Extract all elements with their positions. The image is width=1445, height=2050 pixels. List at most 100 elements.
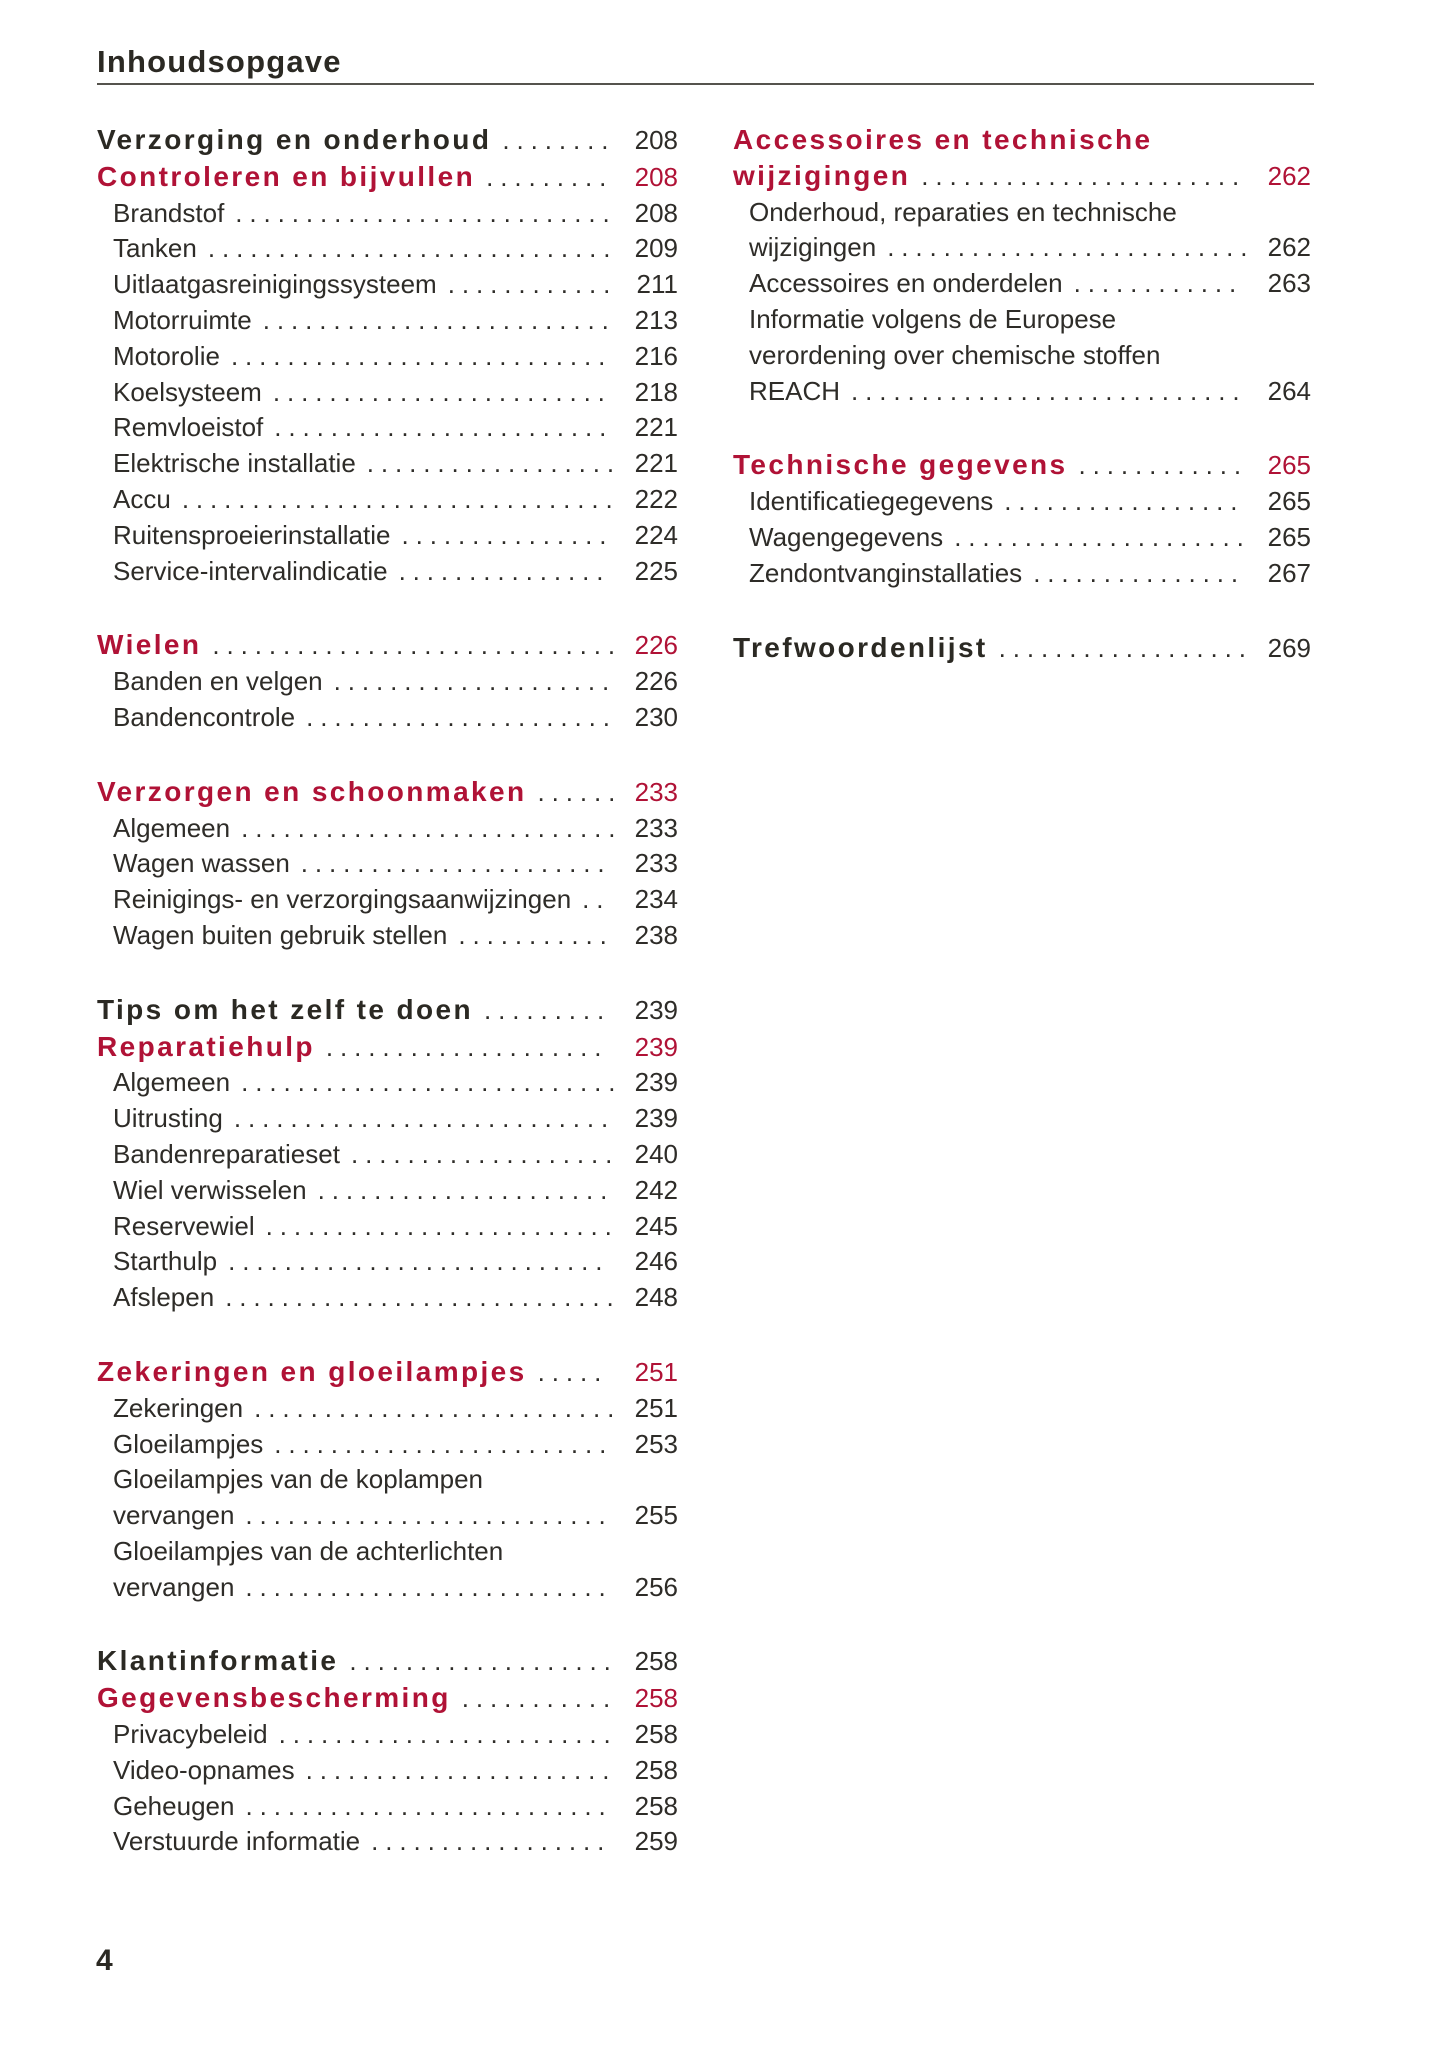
dot-leader: ........................ xyxy=(274,1428,614,1459)
toc-entry-label: Reservewiel xyxy=(113,1210,255,1241)
toc-entry-label: vervangen xyxy=(113,1571,235,1602)
toc-entry: Uitrusting........................... 239 xyxy=(97,1101,678,1137)
toc-entry-page: 221 xyxy=(634,448,678,479)
toc-entry-label: Elektrische installatie xyxy=(113,448,356,479)
toc-entry-page: 239 xyxy=(634,1067,678,1098)
toc-entry-page: 230 xyxy=(634,701,678,732)
toc-entry-label: Accessoires en technische xyxy=(733,124,1153,155)
dot-leader: ........................... xyxy=(230,340,613,371)
toc-entry: Banden en velgen.................... 226 xyxy=(97,664,678,700)
toc-entry-label: Ruitensproeierinstallatie xyxy=(113,519,391,550)
toc-entry: Zekeringen en gloeilampjes..... 251 xyxy=(97,1354,678,1391)
dot-leader: .................. xyxy=(998,632,1253,663)
toc-entry-page: 246 xyxy=(634,1246,678,1277)
toc-entry: Wagen buiten gebruik stellen........... 2… xyxy=(97,918,678,954)
toc-group: Verzorgen en schoonmaken...... 233 Algemee… xyxy=(97,774,678,954)
toc-entry-page: 245 xyxy=(634,1210,678,1241)
dot-leader: ........................... xyxy=(233,1103,616,1134)
toc-entry-label: REACH xyxy=(749,375,841,406)
toc-entry-label: Remvloeistof xyxy=(113,412,264,443)
toc-entry-page: 265 xyxy=(1267,521,1311,552)
toc-group: Accessoires en technische wijzigingen....… xyxy=(733,122,1311,409)
toc-entry-page: 242 xyxy=(634,1174,678,1205)
toc-entry: Gloeilampjes van de koplampen vervangen..… xyxy=(97,1462,678,1534)
dot-leader: ..................... xyxy=(317,1174,615,1205)
toc-entry-label: Afslepen xyxy=(113,1282,215,1313)
toc-entry-label: Uitrusting xyxy=(113,1103,223,1134)
toc-group: Klantinformatie................... 258 Geg… xyxy=(97,1643,678,1860)
toc-entry-label: Accessoires en onderdelen xyxy=(749,268,1063,299)
toc-entry-label: wijzigingen xyxy=(733,159,911,191)
toc-entry: Wagengegevens..................... 265 xyxy=(733,520,1311,556)
toc-entry-label: Video-opnames xyxy=(113,1754,295,1785)
toc-entry-label: Bandenreparatieset xyxy=(113,1138,340,1169)
toc-entry-page: 211 xyxy=(636,269,678,300)
toc-entry-label: Wagengegevens xyxy=(749,521,944,552)
toc-entry-page: 258 xyxy=(634,1683,678,1714)
toc-entry-page: 233 xyxy=(634,812,678,843)
toc-entry-page: 239 xyxy=(634,994,678,1025)
toc-entry-label: Verzorgen en schoonmaken xyxy=(97,775,527,807)
dot-leader: ............................. xyxy=(212,630,622,661)
toc-entry-label: Wielen xyxy=(97,629,202,661)
dot-leader: ............... xyxy=(398,555,611,586)
toc-entry-page: 262 xyxy=(1267,232,1311,263)
toc-entry-label: Brandstof xyxy=(113,197,225,228)
toc-entry-label: Gloeilampjes van de koplampen xyxy=(113,1464,483,1495)
toc-entry: Tanken............................. 209 xyxy=(97,231,678,267)
page-title: Inhoudsopgave xyxy=(97,44,342,79)
dot-leader: ...................... xyxy=(305,1754,617,1785)
toc-entry-page: 238 xyxy=(634,919,678,950)
dot-leader: .......................... xyxy=(245,1790,613,1821)
toc-entry: Gloeilampjes........................ 253 xyxy=(97,1427,678,1463)
toc-entry-label: Banden en velgen xyxy=(113,666,323,697)
toc-entry-label: Gegevensbescherming xyxy=(97,1682,451,1714)
toc-entry-page: 208 xyxy=(634,125,678,155)
toc-entry: Elektrische installatie.................… xyxy=(97,446,678,482)
toc-entry-page: 263 xyxy=(1267,268,1311,299)
toc-entry: Geheugen.......................... 258 xyxy=(97,1789,678,1825)
toc-entry: Video-opnames...................... 258 xyxy=(97,1753,678,1789)
toc-entry-page: 234 xyxy=(634,884,678,915)
toc-entry: Klantinformatie................... 258 xyxy=(97,1643,678,1680)
toc-entry-label: Starthulp xyxy=(113,1246,218,1277)
toc-entry-page: 213 xyxy=(634,304,678,335)
toc-entry-page: 267 xyxy=(1267,557,1311,588)
toc-group: Trefwoordenlijst.................. 269 xyxy=(733,630,1311,667)
dot-leader: ........................... xyxy=(241,1067,622,1098)
toc-entry-page: 251 xyxy=(634,1392,678,1423)
toc-entry-label: Algemeen xyxy=(113,1067,231,1098)
toc-entry-label: Verstuurde informatie xyxy=(113,1826,361,1857)
toc-entry: Algemeen........................... 239 xyxy=(97,1065,678,1101)
toc-entry-label: Controleren en bijvullen xyxy=(97,160,476,192)
toc-entry-label: Tips om het zelf te doen xyxy=(97,993,474,1025)
dot-leader: .......................... xyxy=(887,232,1255,263)
toc-entry-page: 239 xyxy=(634,1031,678,1062)
toc-entry: Gegevensbescherming........... 258 xyxy=(97,1680,678,1717)
toc-entry-page: 258 xyxy=(634,1719,678,1750)
toc-entry-page: 226 xyxy=(634,666,678,697)
dot-leader: ........... xyxy=(461,1683,618,1714)
dot-leader: ........................ xyxy=(272,376,612,407)
toc-entry-label: Onderhoud, reparaties en technische xyxy=(749,196,1177,227)
dot-leader: ........................ xyxy=(278,1719,618,1750)
toc-entry: Uitlaatgasreinigingssysteem............ 2… xyxy=(97,267,678,303)
toc-entry: Motorruimte......................... 213 xyxy=(97,303,678,339)
dot-leader: ..................... xyxy=(954,521,1251,552)
dot-leader: .................... xyxy=(333,666,617,697)
toc-entry-label: verordening over chemische stoffen xyxy=(749,339,1161,370)
toc-entry: Tips om het zelf te doen......... 239 xyxy=(97,992,678,1029)
toc-entry-label: Privacybeleid xyxy=(113,1719,268,1750)
toc-entry-label: Gloeilampjes van de achterlichten xyxy=(113,1535,504,1566)
toc-entry-label: Bandencontrole xyxy=(113,701,296,732)
toc-entry-page: 208 xyxy=(634,161,678,192)
toc-entry: Zekeringen.......................... 251 xyxy=(97,1391,678,1427)
dot-leader: .................. xyxy=(366,448,622,479)
toc-column-right: Accessoires en technische wijzigingen....… xyxy=(733,122,1311,666)
toc-entry-page: 265 xyxy=(1267,486,1311,517)
dot-leader: ......................... xyxy=(262,304,616,335)
toc-entry-label: Trefwoordenlijst xyxy=(733,631,988,663)
dot-leader: .......................... xyxy=(254,1392,622,1423)
header-rule xyxy=(97,83,1314,85)
toc-entry: Motorolie........................... 216 xyxy=(97,339,678,375)
